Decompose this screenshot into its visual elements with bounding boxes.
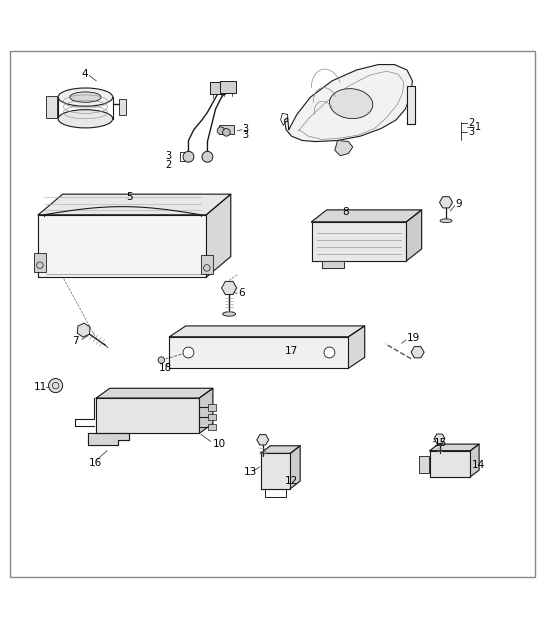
Text: 11: 11 bbox=[34, 382, 47, 392]
Polygon shape bbox=[88, 433, 129, 445]
Bar bbox=[201, 256, 213, 274]
Polygon shape bbox=[323, 261, 344, 268]
Text: 3: 3 bbox=[243, 129, 249, 139]
Text: 13: 13 bbox=[244, 467, 258, 477]
Text: 1: 1 bbox=[475, 122, 481, 132]
Text: 2: 2 bbox=[468, 118, 475, 128]
Circle shape bbox=[158, 357, 165, 364]
Text: 6: 6 bbox=[238, 288, 245, 298]
Circle shape bbox=[324, 347, 335, 358]
Circle shape bbox=[49, 379, 63, 392]
Circle shape bbox=[183, 347, 194, 358]
Polygon shape bbox=[335, 141, 353, 156]
Bar bbox=[208, 414, 216, 420]
Ellipse shape bbox=[330, 89, 373, 119]
Text: 5: 5 bbox=[126, 192, 133, 202]
Polygon shape bbox=[96, 398, 199, 433]
Text: 17: 17 bbox=[284, 346, 298, 356]
Polygon shape bbox=[207, 194, 231, 277]
Circle shape bbox=[217, 127, 225, 134]
Polygon shape bbox=[430, 451, 470, 477]
Text: 3: 3 bbox=[243, 124, 249, 134]
Bar bbox=[220, 81, 235, 93]
Polygon shape bbox=[290, 446, 300, 489]
Text: 15: 15 bbox=[434, 438, 447, 448]
Polygon shape bbox=[169, 326, 365, 337]
Circle shape bbox=[183, 151, 194, 162]
Ellipse shape bbox=[222, 312, 235, 316]
Text: 9: 9 bbox=[456, 200, 462, 210]
Polygon shape bbox=[261, 446, 300, 453]
Polygon shape bbox=[348, 326, 365, 368]
Text: 14: 14 bbox=[472, 460, 485, 470]
Text: 3: 3 bbox=[468, 127, 474, 137]
Polygon shape bbox=[96, 388, 213, 398]
Bar bbox=[34, 252, 46, 272]
Polygon shape bbox=[470, 444, 479, 477]
Polygon shape bbox=[261, 453, 290, 489]
Bar bbox=[208, 404, 216, 411]
Circle shape bbox=[222, 129, 230, 136]
Polygon shape bbox=[430, 444, 479, 451]
Ellipse shape bbox=[58, 88, 113, 106]
Polygon shape bbox=[312, 210, 422, 222]
Text: 7: 7 bbox=[72, 336, 78, 346]
Ellipse shape bbox=[440, 219, 452, 223]
Text: 4: 4 bbox=[82, 69, 88, 78]
Polygon shape bbox=[284, 65, 413, 141]
Text: 2: 2 bbox=[165, 160, 171, 170]
Circle shape bbox=[202, 151, 213, 162]
Polygon shape bbox=[199, 388, 213, 433]
Polygon shape bbox=[407, 210, 422, 261]
Polygon shape bbox=[38, 215, 207, 277]
Text: 8: 8 bbox=[342, 207, 349, 217]
Text: 10: 10 bbox=[213, 439, 226, 449]
Polygon shape bbox=[407, 86, 415, 124]
Bar bbox=[46, 96, 57, 117]
Ellipse shape bbox=[58, 110, 113, 128]
Text: 3: 3 bbox=[165, 151, 171, 161]
Bar bbox=[210, 82, 225, 94]
Text: 19: 19 bbox=[407, 333, 420, 344]
Bar bbox=[208, 423, 216, 430]
Bar bbox=[419, 456, 429, 474]
Text: 16: 16 bbox=[89, 458, 102, 468]
Polygon shape bbox=[169, 337, 348, 368]
Ellipse shape bbox=[70, 92, 101, 102]
Polygon shape bbox=[38, 194, 231, 215]
Polygon shape bbox=[312, 222, 407, 261]
Text: 12: 12 bbox=[284, 476, 298, 486]
Bar bbox=[219, 126, 234, 134]
Text: 18: 18 bbox=[159, 363, 172, 373]
Bar bbox=[119, 99, 126, 115]
